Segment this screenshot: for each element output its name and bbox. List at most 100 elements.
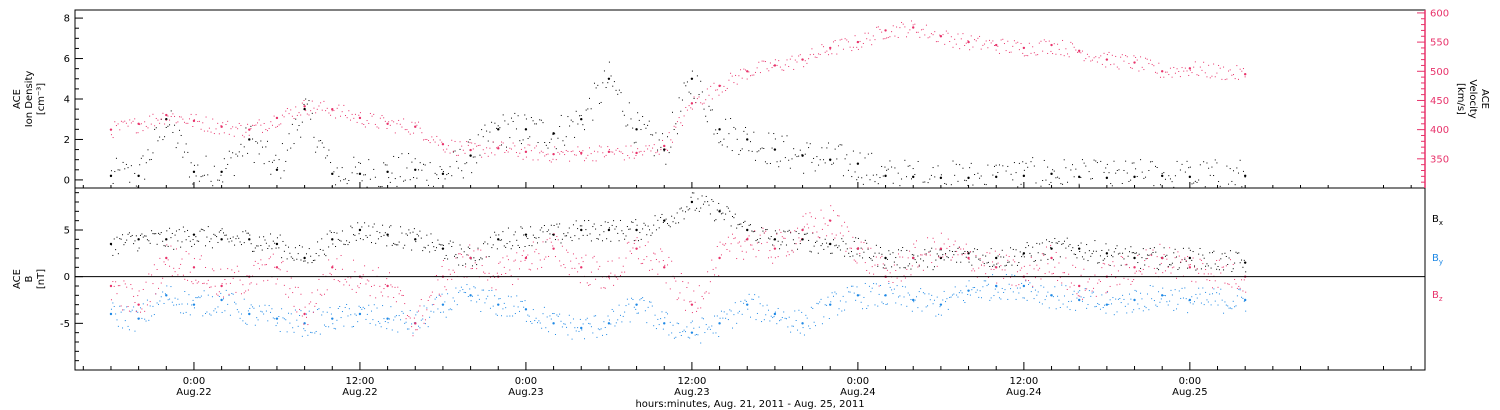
density-trace-dot [276, 167, 278, 169]
by-trace-dot [323, 324, 325, 326]
bx-trace-dot [817, 252, 819, 254]
by-trace-dot [173, 304, 175, 306]
by-trace-dot [169, 298, 171, 300]
bx-trace-dot [209, 241, 211, 243]
density-trace-dot [1131, 162, 1133, 164]
density-trace-dot [710, 109, 712, 111]
density-trace-dot [519, 140, 521, 142]
by-trace-dot [698, 326, 700, 328]
bx-trace-dot [813, 245, 815, 247]
by-trace-dot [452, 297, 454, 299]
bx-trace-dot [568, 227, 570, 229]
velocity-trace-dot [856, 46, 858, 48]
bz-trace-dot [1196, 268, 1198, 270]
bx-trace-dot [882, 267, 884, 269]
by-trace-dot [1104, 304, 1106, 306]
density-trace-dot [266, 140, 268, 142]
density-trace-dot [389, 181, 391, 183]
velocity-trace-dot [346, 117, 348, 119]
bz-trace-dot [655, 259, 657, 261]
by-trace-dot [850, 285, 852, 287]
by-trace-dot [257, 319, 259, 321]
bz-trace-dot [429, 296, 431, 298]
velocity-trace-dot [185, 122, 187, 124]
bx-trace-dot [160, 232, 162, 234]
bx-trace-dot [673, 217, 675, 219]
by-trace-dot [135, 310, 137, 312]
bx-trace-dot [123, 244, 125, 246]
velocity-trace-dot [388, 121, 390, 123]
bx-trace-dot [1144, 264, 1146, 266]
by-trace-dot [639, 299, 641, 301]
bz-trace-dot [554, 256, 556, 258]
by-trace-dot [1000, 298, 1002, 300]
bz-trace-dot [842, 235, 844, 237]
bz-trace-dot [998, 253, 1000, 255]
velocity-trace-dot [1216, 72, 1218, 74]
bx-trace-dot [920, 258, 922, 260]
density-trace-dot [1219, 185, 1221, 187]
by-trace-dot [1016, 287, 1018, 289]
by-trace-dot [1228, 307, 1230, 309]
density-trace-dot [671, 111, 673, 113]
by-trace-dot [1236, 295, 1238, 297]
bx-trace-dot [650, 234, 652, 236]
by-trace-dot [1054, 286, 1056, 288]
velocity-trace-dot [872, 35, 874, 37]
by-trace-dot [1062, 303, 1064, 305]
density-trace-dot [1035, 182, 1037, 184]
bz-trace-dot [958, 247, 960, 249]
bz-trace-dot [1095, 295, 1097, 297]
bx-trace-dot [658, 227, 660, 229]
bx-trace-dot [862, 257, 864, 259]
bx-trace-dot [740, 223, 742, 225]
by-trace-dot [806, 317, 808, 319]
bx-trace-dot [927, 266, 929, 268]
velocity-trace-dot [915, 31, 917, 33]
bx-trace-dot [714, 220, 716, 222]
bz-trace-dot [477, 249, 479, 251]
bz-trace-dot [1216, 259, 1218, 261]
by-trace-dot [1048, 307, 1050, 309]
by-trace-dot [1119, 297, 1121, 299]
density-trace-dot [954, 174, 956, 176]
bz-trace-dot [803, 226, 805, 228]
density-trace-dot [368, 159, 370, 161]
by-trace-dot [855, 299, 857, 301]
bz-trace-dot [276, 278, 278, 280]
bx-trace-dot [180, 246, 182, 248]
by-trace-dot [142, 303, 144, 305]
velocity-trace-dot [989, 39, 991, 41]
bz-trace-dot [817, 236, 819, 238]
velocity-trace-dot [1005, 50, 1007, 52]
by-trace-dot [1058, 299, 1060, 301]
velocity-trace-dot [290, 109, 292, 111]
velocity-trace-dot [330, 114, 332, 116]
by-trace-dot [484, 302, 486, 304]
density-trace-dot [771, 147, 773, 149]
velocity-trace-dot [404, 129, 406, 131]
by-trace-dot [221, 311, 223, 313]
bx-trace-dot [549, 233, 551, 235]
by-trace-dot [577, 327, 579, 329]
bz-trace-dot [312, 311, 314, 313]
density-trace-dot [456, 160, 458, 162]
bx-trace-dot [917, 255, 919, 257]
bz-trace-dot [968, 259, 970, 261]
bz-trace-dot [978, 267, 980, 269]
bx-trace-dot [220, 230, 222, 232]
bx-trace-dot [382, 224, 384, 226]
density-trace-dot [117, 169, 119, 171]
velocity-trace-dot [373, 113, 375, 115]
density-trace-dot [1096, 162, 1098, 164]
by-trace-dot [972, 287, 974, 289]
by-trace-dot [673, 337, 675, 339]
velocity-trace-dot [260, 124, 262, 126]
velocity-trace-dot [369, 112, 371, 114]
bz-trace-dot [714, 274, 716, 276]
velocity-point [220, 125, 223, 128]
by-trace-dot [993, 295, 995, 297]
by-point [801, 322, 804, 325]
velocity-trace-dot [824, 51, 826, 53]
bz-trace-dot [875, 256, 877, 258]
